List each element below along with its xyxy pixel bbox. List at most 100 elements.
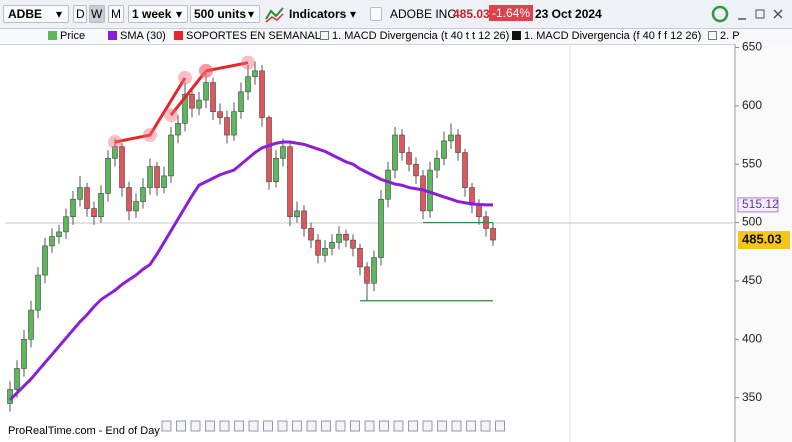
candle-body (476, 204, 482, 218)
support-line (169, 69, 208, 117)
maximize[interactable] (755, 9, 765, 19)
candle-body (238, 91, 244, 112)
legend-swatch (512, 31, 521, 40)
support-point (108, 135, 122, 150)
candle-body (231, 111, 237, 136)
event-icon (350, 420, 360, 432)
candle-body (91, 208, 97, 218)
event-icon (248, 420, 259, 432)
event-icon (480, 420, 491, 432)
event-icon (437, 420, 447, 432)
candle-body (217, 111, 223, 118)
y-tick-label: 550 (742, 156, 762, 170)
candle-body (455, 134, 461, 153)
candle-body (189, 93, 195, 109)
candle-body (14, 368, 20, 390)
candle-body (273, 158, 279, 183)
event-icon (292, 420, 302, 432)
legend-entry[interactable]: 1. MACD Divergencia (f 40 f f 12 26) (512, 30, 701, 42)
period-btn[interactable] (73, 5, 87, 23)
dropdown-arrow: ▾ (350, 7, 357, 21)
candle-body (112, 146, 118, 159)
candle-body (119, 146, 125, 188)
indicators-icon[interactable] (265, 5, 285, 23)
candle-body (385, 169, 391, 200)
candle-body (252, 70, 258, 77)
candle-body (336, 233, 342, 243)
candle-body (287, 146, 293, 218)
candle-body (259, 70, 265, 118)
timeframe-box[interactable] (128, 5, 188, 23)
legend-entry[interactable]: SOPORTES EN SEMANAL (174, 30, 321, 42)
units-box[interactable] (190, 5, 260, 23)
candle-body (399, 134, 405, 153)
candle-body (364, 266, 370, 284)
candle-body (350, 239, 356, 249)
dropdown-arrow: ▾ (176, 7, 183, 21)
candle-body (490, 228, 496, 241)
y-tick-label: 650 (742, 40, 762, 54)
event-icon (205, 420, 215, 432)
y-tick-label: 450 (742, 273, 762, 287)
candle-body (266, 117, 272, 183)
price-value-box (738, 231, 790, 250)
y-tick-label: 500 (742, 215, 762, 229)
instrument-name: ADOBE INC. (390, 7, 460, 21)
period[interactable]: M (111, 7, 121, 21)
dropdown-arrow: ▾ (248, 7, 255, 21)
period-btn[interactable] (108, 5, 124, 23)
refresh[interactable] (711, 5, 729, 23)
checkbox[interactable] (370, 7, 382, 21)
candle-body (224, 117, 230, 136)
sma-line (8, 140, 494, 402)
candle-body (413, 163, 419, 177)
event-icon (176, 420, 186, 432)
legend-entry[interactable]: 2. P (708, 30, 740, 42)
period[interactable]: W (91, 7, 103, 21)
legend-swatch (320, 31, 329, 40)
candle-body (315, 239, 321, 256)
period-btn[interactable] (89, 5, 105, 23)
candle-body (182, 93, 188, 124)
event-icon (190, 420, 201, 432)
legend-entry[interactable]: Price (48, 30, 85, 42)
candle-body (301, 210, 307, 229)
event-icon (408, 420, 418, 432)
legend-label: SMA (30) (120, 30, 166, 42)
event-icon (277, 420, 288, 432)
event-icon (466, 420, 476, 432)
support-line (205, 61, 249, 73)
legend-entry[interactable]: 1. MACD Divergencia (t 40 t t 12 26) (320, 30, 509, 42)
support-point (143, 128, 157, 143)
timeframe[interactable]: 1 week (132, 7, 172, 21)
candle-body (322, 247, 328, 256)
event-icon (451, 420, 462, 432)
units[interactable]: 500 units (194, 7, 247, 21)
event-icon (364, 420, 375, 432)
candle-body (154, 166, 160, 188)
candle-body (343, 233, 349, 241)
candle-body (161, 175, 167, 188)
candle-body (462, 152, 468, 188)
last-price: 485.03 (453, 7, 490, 21)
price-value: 485.03 (742, 231, 782, 246)
indicators[interactable]: Indicators (289, 7, 347, 21)
event-icon (161, 420, 172, 432)
event-icon (219, 420, 230, 432)
candle-body (140, 187, 146, 202)
period[interactable]: D (76, 7, 85, 21)
candle-body (434, 158, 440, 171)
candle-body (70, 198, 76, 218)
legend-swatch (174, 31, 183, 40)
symbol-box[interactable] (3, 5, 69, 23)
symbol[interactable]: ADBE (8, 7, 43, 21)
candle-body (168, 134, 174, 177)
close[interactable] (773, 9, 783, 19)
candle-body (77, 187, 83, 200)
candle-body (203, 82, 209, 101)
window-controls (711, 5, 783, 23)
change: -1.64% (489, 5, 534, 21)
legend-entry[interactable]: SMA (30) (108, 30, 166, 42)
dropdown-arrow: ▾ (56, 7, 63, 21)
